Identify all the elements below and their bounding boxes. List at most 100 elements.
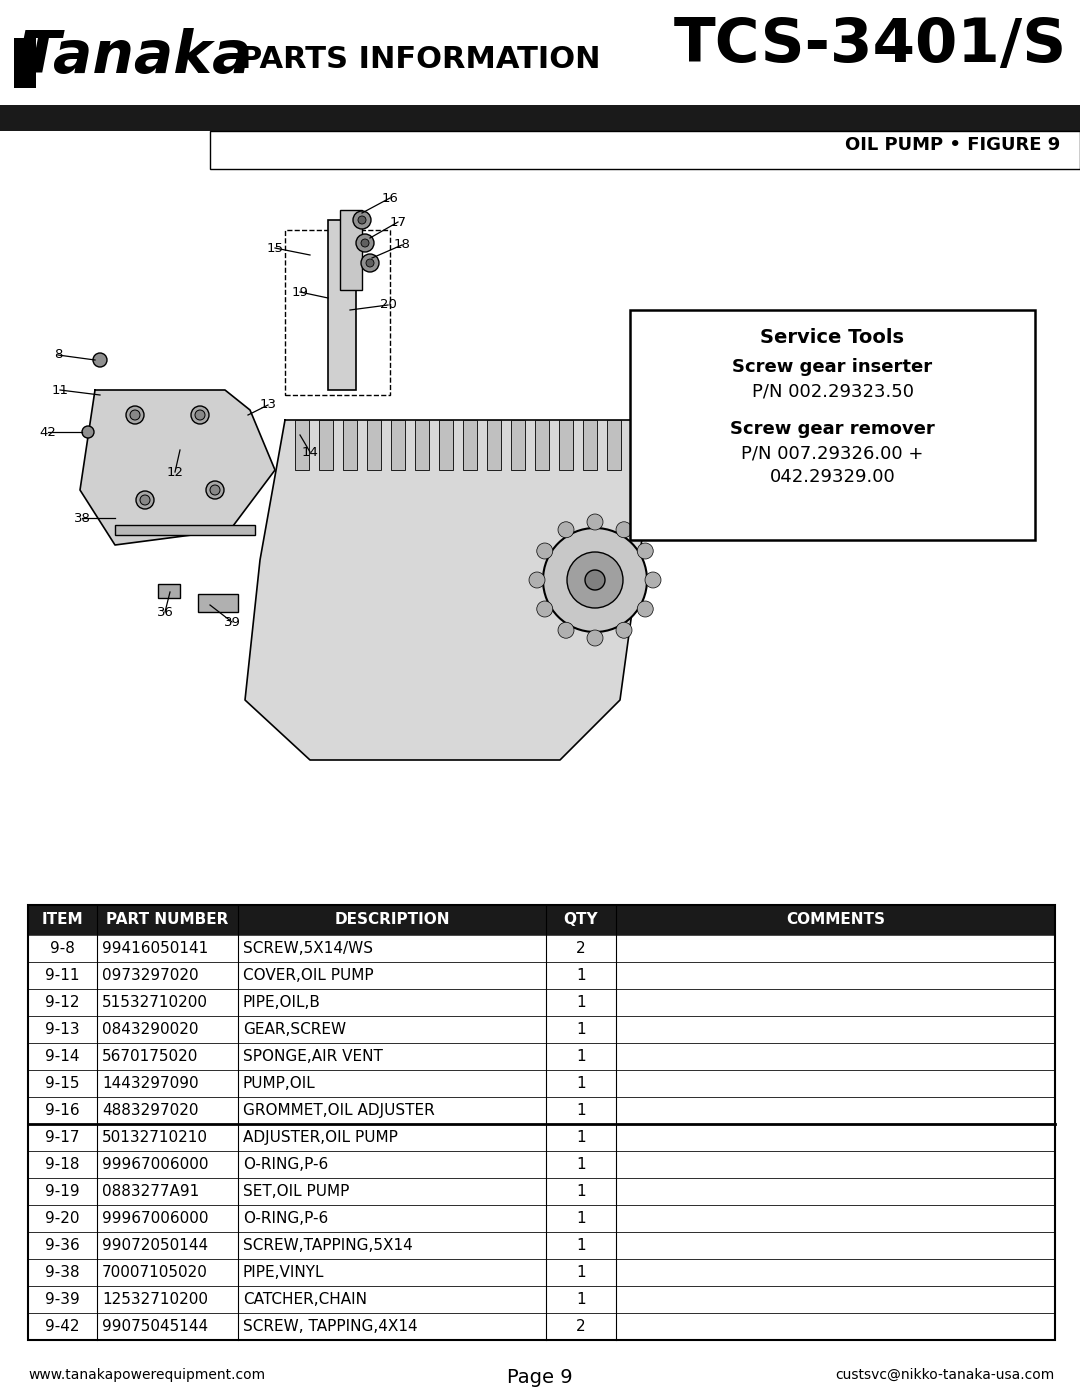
Circle shape	[558, 622, 573, 638]
Bar	[198, 594, 238, 612]
Text: 39: 39	[224, 616, 241, 629]
Text: 9-20: 9-20	[45, 1211, 80, 1227]
Text: 9-17: 9-17	[45, 1130, 80, 1146]
Text: PARTS INFORMATION: PARTS INFORMATION	[240, 46, 600, 74]
Circle shape	[361, 254, 379, 272]
Bar	[28, 1070, 1055, 1097]
Bar	[295, 420, 309, 469]
Text: 8: 8	[54, 348, 63, 362]
Text: Page 9: Page 9	[508, 1368, 572, 1387]
Text: 36: 36	[157, 605, 174, 619]
Bar	[367, 420, 381, 469]
Text: SPONGE,AIR VENT: SPONGE,AIR VENT	[243, 1049, 383, 1065]
Bar	[28, 1313, 1055, 1340]
Text: SCREW, TAPPING,4X14: SCREW, TAPPING,4X14	[243, 1319, 418, 1334]
Text: 9-19: 9-19	[45, 1185, 80, 1199]
Text: DESCRIPTION: DESCRIPTION	[334, 912, 449, 928]
Text: 4883297020: 4883297020	[102, 1104, 199, 1118]
Text: P/N 002.29323.50: P/N 002.29323.50	[752, 381, 914, 400]
Text: 9-8: 9-8	[50, 942, 75, 956]
Bar	[340, 210, 362, 291]
Text: Screw gear remover: Screw gear remover	[730, 420, 935, 439]
Text: 1: 1	[577, 1266, 585, 1280]
Circle shape	[543, 528, 647, 631]
Text: 1: 1	[577, 1130, 585, 1146]
Bar	[28, 1097, 1055, 1125]
Bar	[630, 310, 1035, 541]
Circle shape	[210, 485, 220, 495]
Circle shape	[637, 601, 653, 617]
Circle shape	[353, 211, 372, 229]
Text: 20: 20	[379, 299, 396, 312]
Text: 99967006000: 99967006000	[102, 1157, 208, 1172]
Bar	[14, 38, 36, 88]
Text: 1: 1	[577, 1157, 585, 1172]
Text: PIPE,OIL,B: PIPE,OIL,B	[243, 995, 321, 1010]
Text: 50132710210: 50132710210	[102, 1130, 208, 1146]
Text: custsvc@nikko-tanaka-usa.com: custsvc@nikko-tanaka-usa.com	[836, 1368, 1055, 1382]
Text: QTY: QTY	[564, 912, 598, 928]
Text: 18: 18	[393, 239, 410, 251]
Text: O-RING,P-6: O-RING,P-6	[243, 1157, 328, 1172]
Bar	[285, 231, 390, 395]
Bar	[28, 1178, 1055, 1206]
Text: 99072050144: 99072050144	[102, 1238, 208, 1253]
Text: ADJUSTER,OIL PUMP: ADJUSTER,OIL PUMP	[243, 1130, 397, 1146]
Bar	[328, 219, 356, 390]
Text: 42: 42	[40, 426, 56, 439]
Circle shape	[366, 258, 374, 267]
Circle shape	[645, 571, 661, 588]
Circle shape	[356, 235, 374, 251]
Text: GROMMET,OIL ADJUSTER: GROMMET,OIL ADJUSTER	[243, 1104, 435, 1118]
Circle shape	[136, 490, 154, 509]
Bar	[438, 420, 453, 469]
Text: 1: 1	[577, 1076, 585, 1091]
Circle shape	[529, 571, 545, 588]
Circle shape	[126, 407, 144, 425]
Circle shape	[195, 409, 205, 420]
Text: 9-39: 9-39	[45, 1292, 80, 1308]
Text: 13: 13	[259, 398, 276, 412]
Text: 1: 1	[577, 968, 585, 983]
Text: SCREW,5X14/WS: SCREW,5X14/WS	[243, 942, 373, 956]
Circle shape	[558, 521, 573, 538]
Bar	[28, 1206, 1055, 1232]
Text: 9-16: 9-16	[45, 1104, 80, 1118]
Text: 9-13: 9-13	[45, 1023, 80, 1037]
Text: 16: 16	[381, 191, 399, 204]
Text: 19: 19	[292, 285, 309, 299]
Text: 1: 1	[577, 1185, 585, 1199]
Text: 1: 1	[577, 1292, 585, 1308]
Text: 0843290020: 0843290020	[102, 1023, 199, 1037]
Text: 042.29329.00: 042.29329.00	[770, 468, 895, 486]
Bar	[28, 1016, 1055, 1044]
Text: Tanaka: Tanaka	[21, 28, 252, 85]
Text: 1: 1	[577, 995, 585, 1010]
Bar	[114, 525, 255, 535]
Text: P/N 007.29326.00 +: P/N 007.29326.00 +	[741, 444, 923, 462]
Bar	[28, 905, 1055, 935]
Bar	[0, 169, 1080, 870]
Bar	[28, 963, 1055, 989]
Text: COMMENTS: COMMENTS	[786, 912, 885, 928]
Text: 9-11: 9-11	[45, 968, 80, 983]
Text: www.tanakapowerequipment.com: www.tanakapowerequipment.com	[28, 1368, 265, 1382]
Bar	[535, 420, 549, 469]
Text: 9-36: 9-36	[45, 1238, 80, 1253]
Bar	[28, 989, 1055, 1016]
Bar	[28, 1287, 1055, 1313]
Text: 15: 15	[267, 242, 283, 254]
Bar	[463, 420, 477, 469]
Bar	[28, 1151, 1055, 1178]
Polygon shape	[245, 420, 650, 760]
Text: 5670175020: 5670175020	[102, 1049, 199, 1065]
Bar	[511, 420, 525, 469]
Circle shape	[361, 239, 369, 247]
Circle shape	[588, 514, 603, 529]
Circle shape	[616, 521, 632, 538]
Text: 9-14: 9-14	[45, 1049, 80, 1065]
Text: 70007105020: 70007105020	[102, 1266, 207, 1280]
Text: 12532710200: 12532710200	[102, 1292, 208, 1308]
Text: 14: 14	[301, 446, 319, 458]
Bar	[0, 105, 1080, 131]
